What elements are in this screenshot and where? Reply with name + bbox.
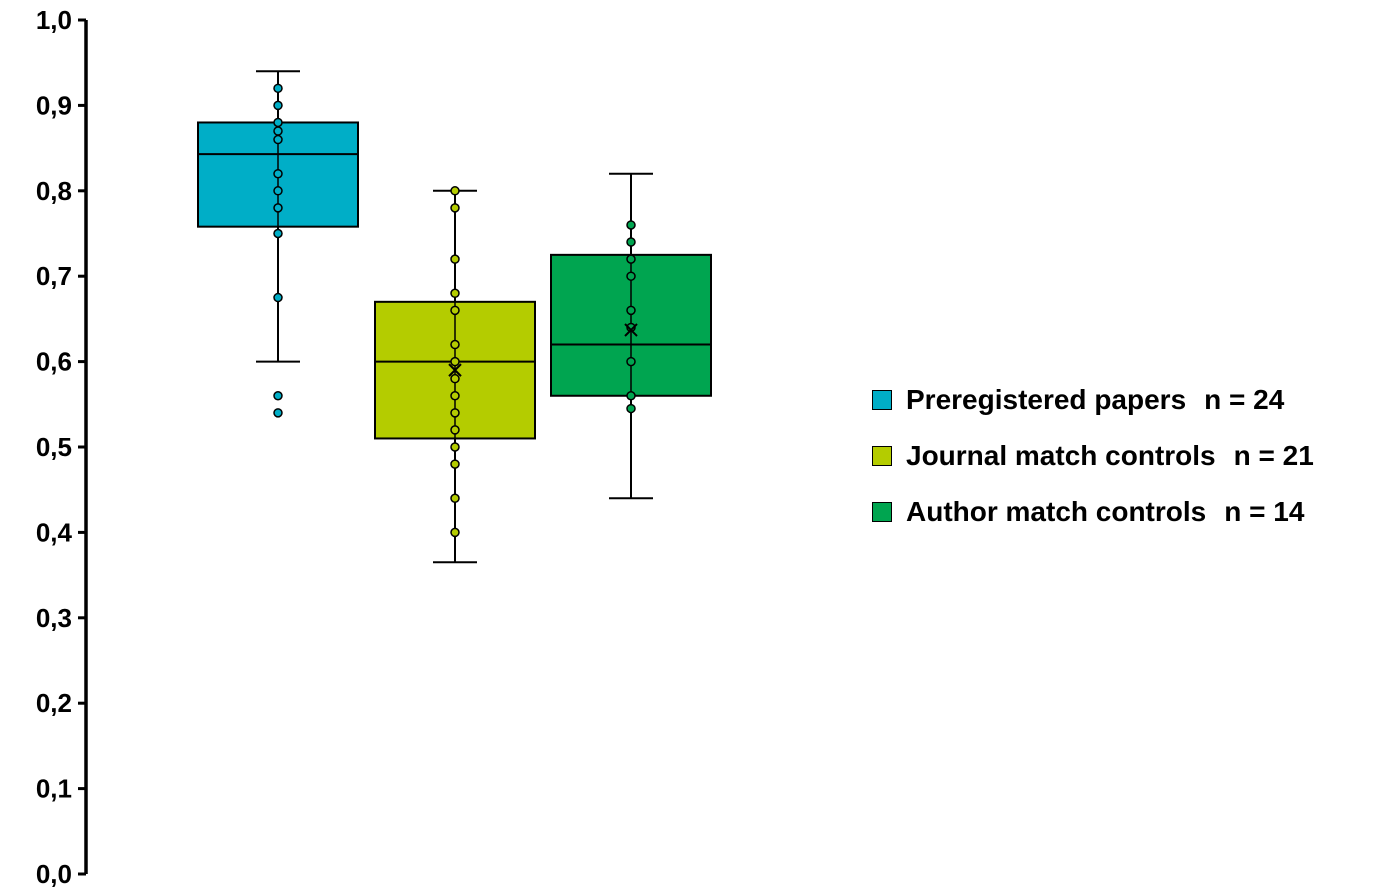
y-tick-label: 0,2 [36,688,72,718]
legend-swatch-journal-match [872,446,892,466]
data-point [273,203,283,213]
legend-item-author-match: Author match controls n = 14 [872,484,1314,540]
data-point [450,408,460,418]
box-series-1 [374,186,536,564]
data-point [273,126,283,136]
data-point [626,220,636,230]
y-tick-label: 0,9 [36,90,72,120]
y-tick-label: 0,8 [36,176,72,206]
data-point [273,83,283,94]
data-point [626,254,636,264]
legend-item-journal-match: Journal match controls n = 21 [872,428,1314,484]
legend-label: Journal match controls [906,440,1216,471]
legend-swatch-author-match [872,502,892,522]
legend-label: Preregistered papers [906,384,1187,415]
outlier-point [273,391,283,401]
data-point [273,100,283,111]
data-point [626,403,636,414]
data-point [626,237,636,247]
data-point [273,228,283,239]
y-tick-label: 0,0 [36,859,72,889]
y-tick-label: 0,4 [36,517,73,547]
data-point [626,271,636,281]
data-point [450,288,460,299]
data-point [273,134,283,145]
y-tick-label: 0,5 [36,432,72,462]
data-point [626,305,636,316]
data-point [450,442,460,452]
y-tick-label: 0,7 [36,261,72,291]
legend: Preregistered papers n = 24 Journal matc… [872,372,1314,540]
data-point [273,117,283,128]
outlier-point [273,408,283,418]
data-point [450,339,460,350]
legend-n-count: n = 21 [1233,440,1314,471]
data-point [450,186,460,196]
y-tick-label: 0,3 [36,603,72,633]
data-point [626,356,636,367]
legend-n-count: n = 24 [1204,384,1285,415]
data-point [626,322,636,333]
y-tick-label: 0,1 [36,774,72,804]
box-series-2 [550,172,712,500]
y-tick-label: 1,0 [36,5,72,35]
data-point [450,493,460,503]
data-point [450,459,460,469]
data-point [450,527,460,538]
legend-swatch-preregistered [872,390,892,410]
data-point [450,391,460,401]
y-axis: 0,0 0,1 0,2 0,3 0,4 0,5 0,6 0,7 0,8 0,9 1,0 [36,5,88,889]
data-point [450,356,460,367]
legend-item-preregistered: Preregistered papers n = 24 [872,372,1314,428]
data-point [273,186,283,196]
legend-label: Author match controls [906,496,1207,527]
data-point [450,425,460,435]
mean-marker [624,323,638,337]
data-point [450,254,460,264]
box-series-0 [197,70,359,418]
data-point [450,203,460,213]
legend-n-count: n = 14 [1224,496,1305,527]
data-point [273,292,283,303]
data-point [626,391,636,401]
data-point [450,373,460,384]
data-point [450,305,460,316]
data-point [273,168,283,179]
mean-marker [448,363,462,377]
plot-area [197,70,712,564]
y-tick-label: 0,6 [36,347,72,377]
